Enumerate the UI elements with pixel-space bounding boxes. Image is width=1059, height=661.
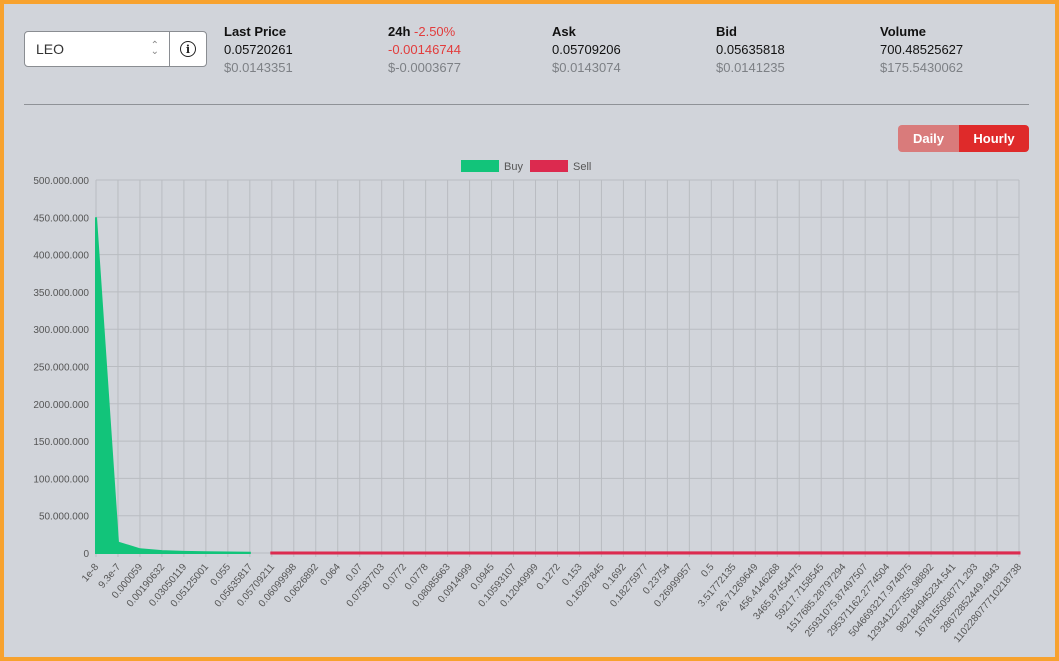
stat-volume: Volume 700.48525627 $175.5430062 — [880, 23, 963, 77]
x-tick-label: 0.1272 — [535, 562, 563, 593]
market-select[interactable]: LEO ⌃ ⌄ — [25, 32, 170, 66]
stat-ask: Ask 0.05709206 $0.0143074 — [552, 23, 621, 77]
stat-usd: $175.5430062 — [880, 60, 964, 75]
market-select-value: LEO — [36, 41, 65, 57]
legend-buy-swatch — [461, 160, 499, 172]
legend-buy-label: Buy — [504, 161, 523, 173]
stat-value: 0.05709206 — [552, 42, 621, 57]
legend-sell-label: Sell — [573, 161, 591, 173]
y-tick-label: 150.000.000 — [33, 437, 89, 448]
daily-button[interactable]: Daily — [898, 125, 959, 152]
change-percent: -2.50% — [414, 24, 456, 39]
updown-chevron-icon: ⌃ ⌄ — [150, 40, 159, 57]
stat-value: 700.48525627 — [880, 42, 964, 57]
y-tick-label: 0 — [83, 549, 89, 560]
page-frame: LEO ⌃ ⌄ i Last Price 0.05720261 $0.014335… — [4, 4, 1055, 657]
stat-bid: Bid 0.05635818 $0.0141235 — [716, 23, 785, 77]
info-button[interactable]: i — [170, 32, 206, 66]
header-divider — [24, 104, 1029, 105]
y-tick-label: 450.000.000 — [33, 213, 89, 224]
y-tick-label: 400.000.000 — [33, 251, 89, 262]
legend-sell-swatch — [530, 160, 568, 172]
y-tick-label: 300.000.000 — [33, 325, 89, 336]
y-tick-label: 200.000.000 — [33, 400, 89, 411]
stat-usd: $0.0141235 — [716, 60, 785, 75]
stat-last-price: Last Price 0.05720261 $0.0143351 — [224, 23, 293, 77]
y-tick-label: 350.000.000 — [33, 288, 89, 299]
stat-usd: $0.0143351 — [224, 60, 293, 75]
x-tick-label: 0.064 — [319, 562, 344, 589]
hourly-button[interactable]: Hourly — [959, 125, 1029, 152]
stat-label: Bid — [716, 24, 737, 39]
stat-label: Last Price — [224, 24, 287, 39]
stat-label: Volume — [880, 24, 926, 39]
y-tick-label: 500.000.000 — [33, 176, 89, 187]
depth-chart: 500.000.000 450.000.000 400.000.000 350.000… — [33, 160, 1025, 645]
x-tick-label: 0.5 — [699, 562, 717, 580]
market-selector[interactable]: LEO ⌃ ⌄ i — [24, 31, 207, 67]
stat-label: Ask — [552, 24, 576, 39]
stat-usd: $0.0143074 — [552, 60, 621, 75]
timeframe-toggle: Daily Hourly — [898, 125, 1029, 152]
y-tick-label: 250.000.000 — [33, 363, 89, 374]
stat-label: 24h — [388, 24, 411, 39]
y-tick-label: 50.000.000 — [39, 512, 89, 523]
stat-value: 0.05635818 — [716, 42, 785, 57]
stat-value: -0.00146744 — [388, 42, 462, 57]
info-icon: i — [180, 41, 196, 57]
stat-usd: $-0.0003677 — [388, 60, 462, 75]
y-tick-label: 100.000.000 — [33, 474, 89, 485]
stat-24h: 24h -2.50% -0.00146744 $-0.0003677 — [388, 23, 461, 77]
buy-series-area — [95, 217, 251, 554]
stat-value: 0.05720261 — [224, 42, 293, 57]
